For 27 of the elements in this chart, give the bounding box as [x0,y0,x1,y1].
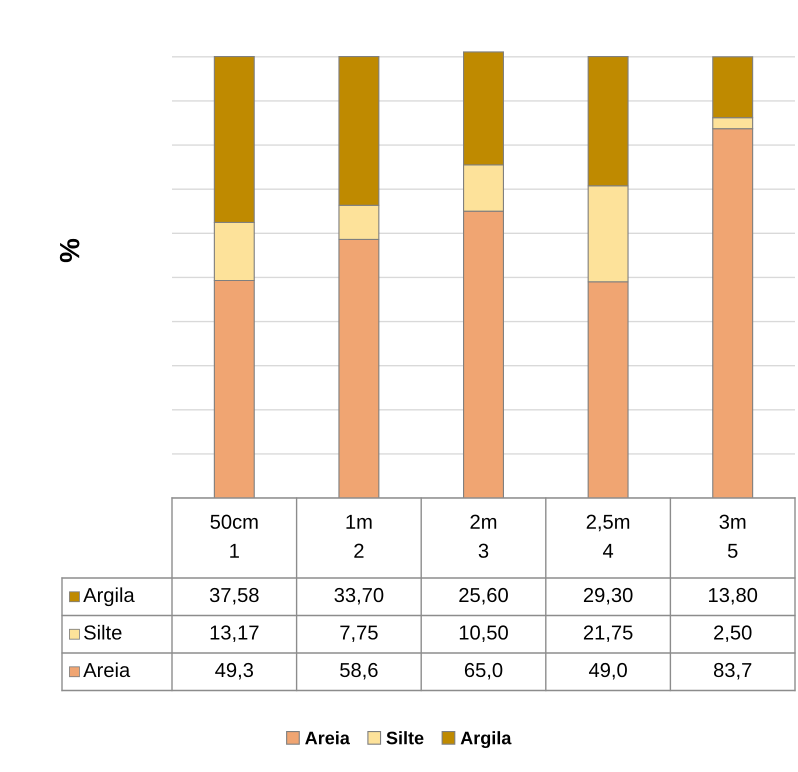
x-tick-label: 2m 3 [470,514,496,558]
data-label: 13,80 [709,588,758,605]
data-label: 2,50 [714,625,752,642]
legend-label: Argila [83,587,135,606]
data-label: 25,60 [459,588,508,605]
y-axis-title: % [60,238,80,262]
legend-label: Silte [84,624,122,640]
data-label: 10,50 [460,625,508,642]
data-label: 58,6 [340,662,378,680]
data-label: 83,7 [714,662,752,680]
data-label: 37,58 [210,588,259,605]
data-label: 21,75 [584,625,632,642]
text: Argila [460,731,512,748]
data-label: 7,75 [340,626,378,642]
data-label: 29,30 [584,588,633,605]
x-tick-label: 2,5m 4 [586,514,630,558]
data-label: 65,0 [464,662,502,680]
x-tick-label: 50cm 1 [210,514,258,558]
text: Areia [305,731,350,744]
legend-label: Areia [83,662,130,678]
data-label: 33,70 [334,588,384,605]
x-tick-label: 1m 2 [346,514,372,558]
data-label: 13,17 [210,625,258,642]
text: Silte [386,731,424,744]
data-label: 49,0 [588,662,627,680]
data-label: 49,3 [215,662,254,680]
x-tick-label: 3m 5 [719,514,746,558]
